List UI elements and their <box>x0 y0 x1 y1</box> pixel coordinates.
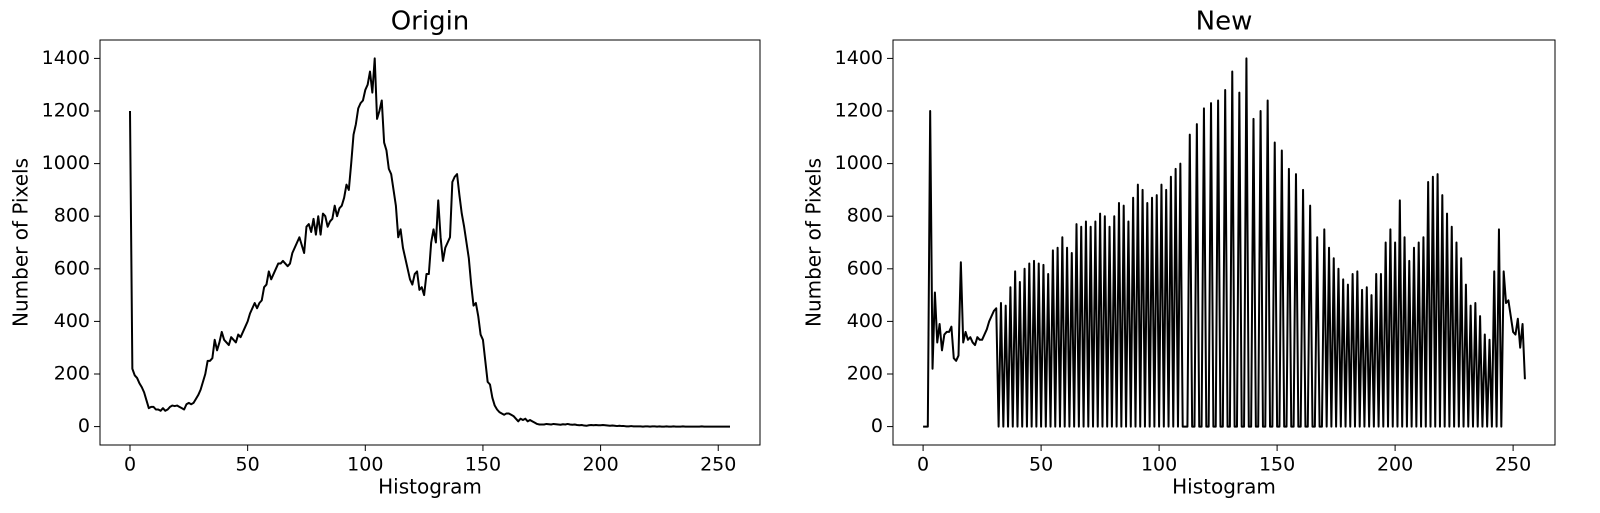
y-tick-label: 1000 <box>835 152 883 174</box>
x-tick-label: 200 <box>1377 454 1413 476</box>
y-axis-label: Number of Pixels <box>802 158 826 327</box>
y-axis-label: Number of Pixels <box>9 158 33 327</box>
y-tick-label: 200 <box>54 362 90 384</box>
chart-title: New <box>1196 7 1253 37</box>
x-tick-label: 50 <box>236 454 260 476</box>
data-line <box>923 57 1526 428</box>
y-tick-label: 600 <box>54 257 90 279</box>
x-tick-label: 0 <box>124 454 136 476</box>
subplot: 0 50 100 150 200 250 0 200 400 600 800 1000 1200 1400… <box>9 7 761 499</box>
y-tick-label: 800 <box>54 205 90 227</box>
chart-title: Origin <box>391 7 470 37</box>
x-tick-label: 50 <box>1029 454 1053 476</box>
x-tick-label: 250 <box>700 454 736 476</box>
y-tick-label: 1200 <box>835 100 883 122</box>
x-tick-label: 150 <box>1259 454 1295 476</box>
y-tick-label: 1000 <box>42 152 90 174</box>
y-tick-label: 600 <box>847 257 883 279</box>
y-tick-label: 0 <box>871 415 883 437</box>
x-axis-label: Histogram <box>1172 475 1276 499</box>
y-tick-label: 1400 <box>835 47 883 69</box>
y-tick-label: 1200 <box>42 100 90 122</box>
y-tick-label: 0 <box>78 415 90 437</box>
y-tick-label: 400 <box>54 310 90 332</box>
y-tick-label: 200 <box>847 362 883 384</box>
plot-frame <box>99 39 761 446</box>
x-tick-label: 200 <box>582 454 618 476</box>
subplot: 0 50 100 150 200 250 0 200 400 600 800 1000 1200 1400… <box>802 7 1556 499</box>
y-tick-label: 1400 <box>42 47 90 69</box>
x-tick-label: 150 <box>465 454 501 476</box>
x-tick-label: 100 <box>347 454 383 476</box>
x-tick-label: 0 <box>917 454 929 476</box>
data-line <box>129 57 730 428</box>
plot-frame <box>892 39 1556 446</box>
y-tick-label: 400 <box>847 310 883 332</box>
x-axis-label: Histogram <box>378 475 482 499</box>
plot-area <box>100 40 760 445</box>
y-tick-label: 800 <box>847 205 883 227</box>
x-tick-label: 100 <box>1141 454 1177 476</box>
x-tick-label: 250 <box>1495 454 1531 476</box>
